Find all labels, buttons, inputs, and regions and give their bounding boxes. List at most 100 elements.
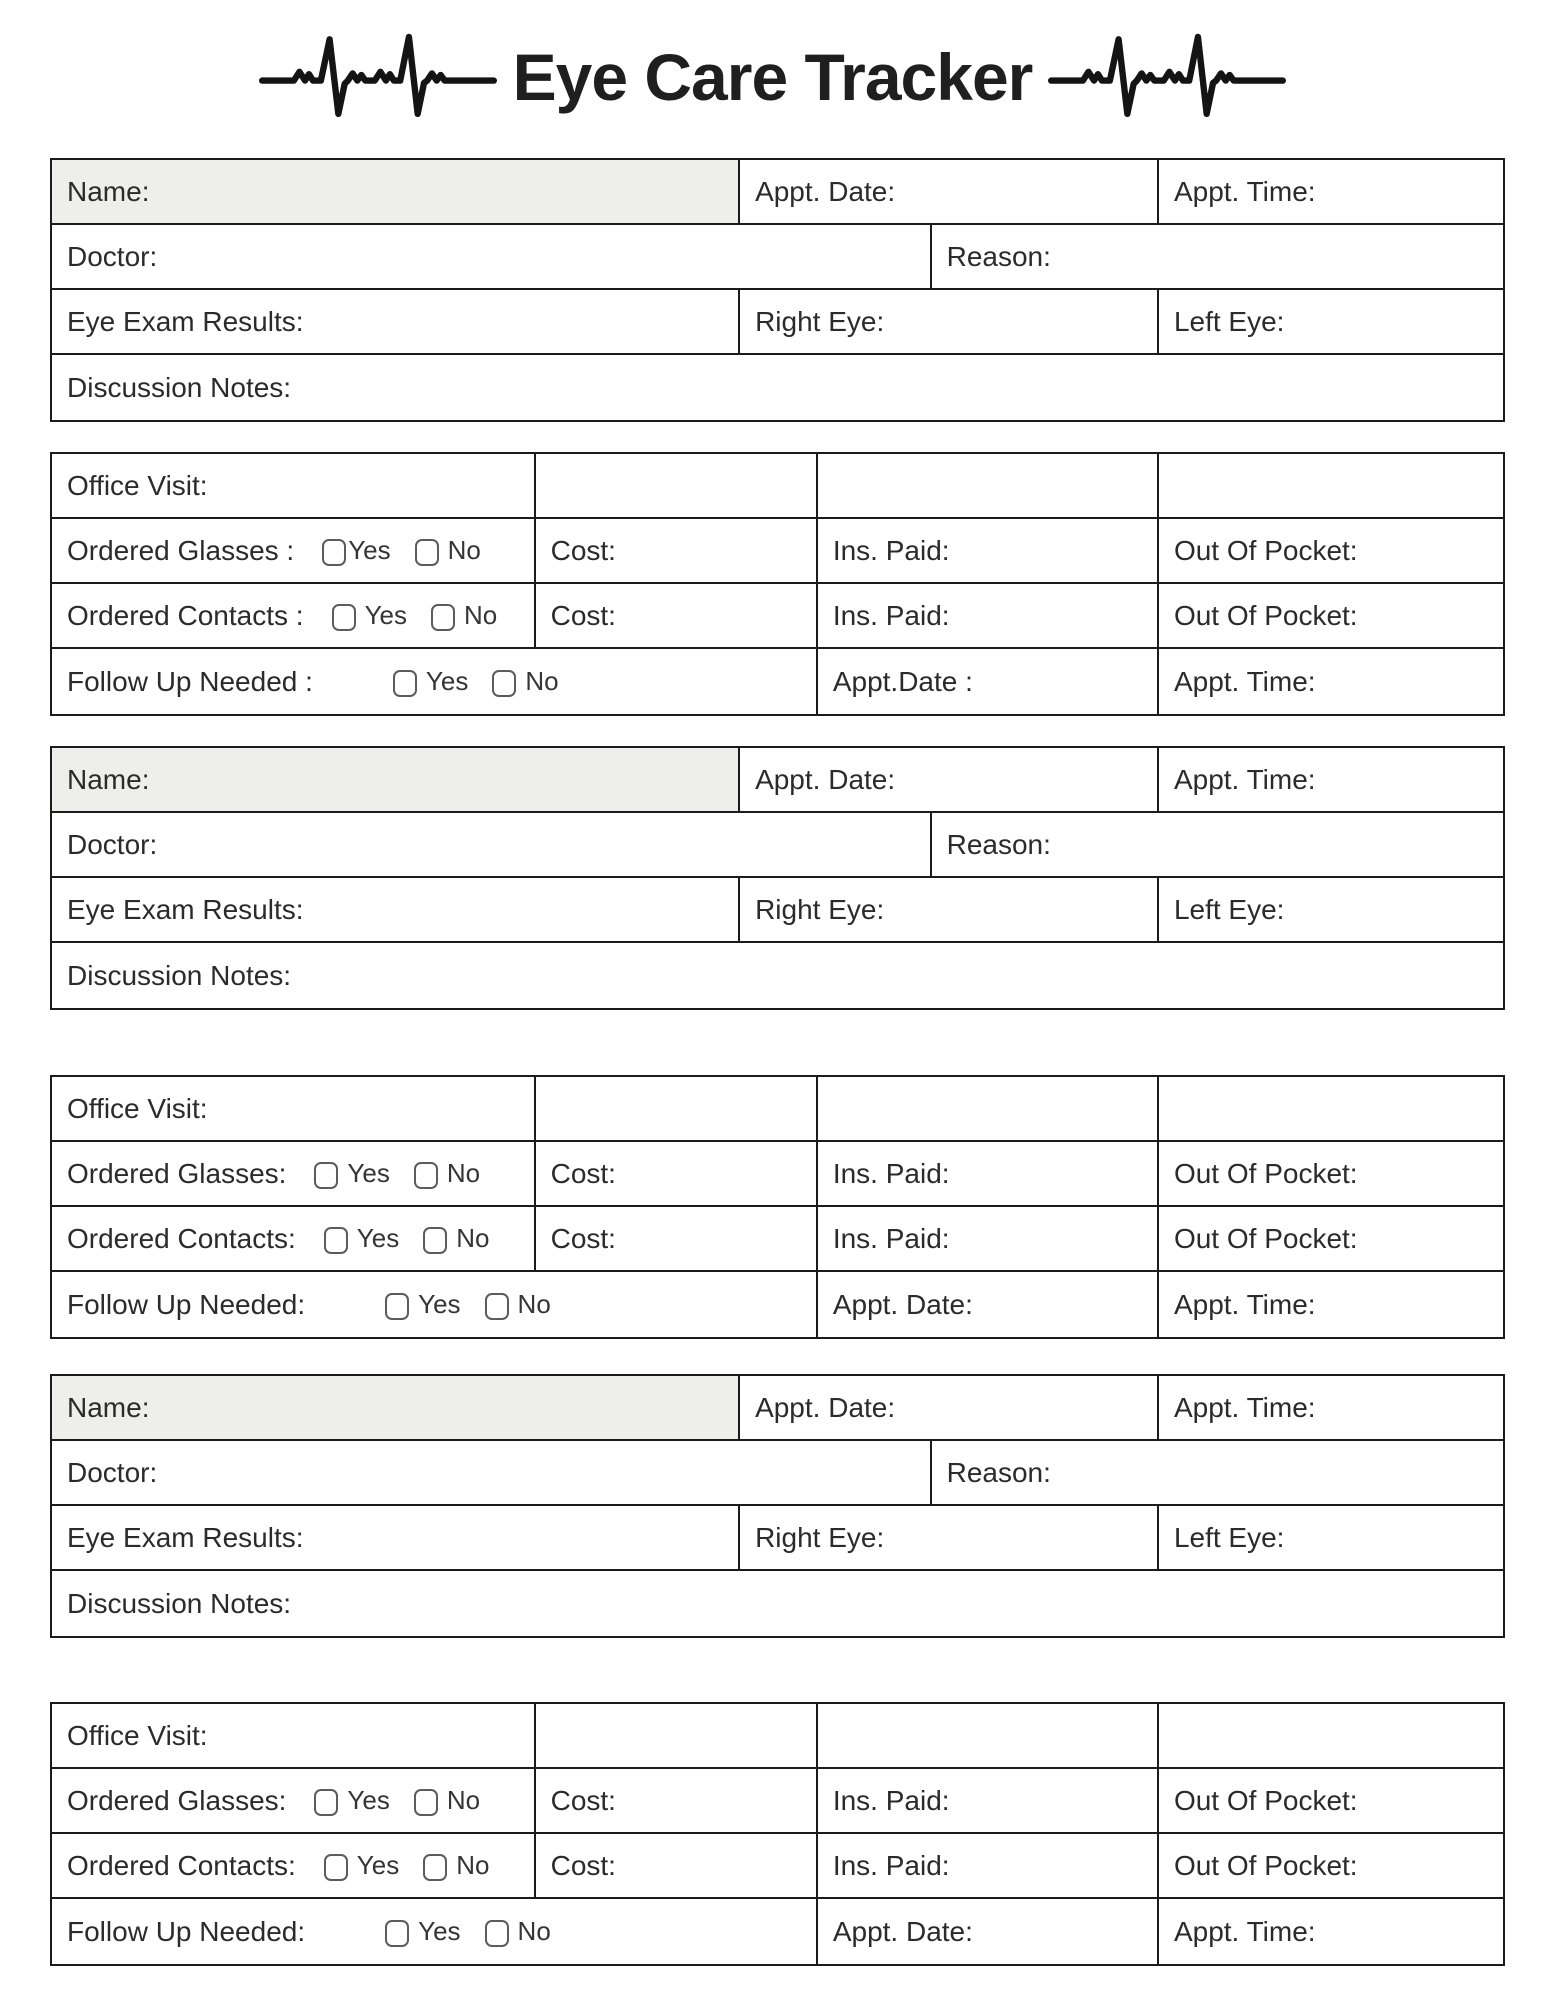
discussion-notes-cell: Discussion Notes:: [52, 1571, 1503, 1636]
ins-paid-label: Ins. Paid:: [832, 599, 950, 631]
contacts-no-checkbox[interactable]: [430, 603, 455, 631]
left-eye-cell: Left Eye:: [1159, 1506, 1503, 1569]
glasses-no-checkbox[interactable]: [413, 1161, 438, 1189]
ordered-glasses-label: Ordered Glasses:: [67, 1157, 287, 1189]
eye-exam-results-cell: Eye Exam Results:: [52, 878, 741, 941]
office-visit-blank-cell: [1159, 1077, 1503, 1140]
contacts-cost-cell: Cost:: [536, 584, 818, 647]
reason-label: Reason:: [946, 1456, 1051, 1488]
follow-up-appt-time-cell: Appt. Time:: [1159, 649, 1503, 714]
ordered-contacts-label: Ordered Contacts:: [67, 1222, 296, 1254]
patient-row-doctor: Doctor: Reason:: [52, 225, 1503, 290]
ordered-glasses-label: Ordered Glasses :: [67, 534, 295, 566]
doctor-label: Doctor:: [67, 828, 158, 860]
contacts-out-of-pocket-cell: Out Of Pocket:: [1159, 1207, 1503, 1270]
appt-date-label: Appt. Date:: [755, 175, 896, 207]
office-visit-blank-cell: [1159, 1704, 1503, 1767]
cost-label: Cost:: [550, 1784, 616, 1816]
follow-up-appt-date-cell: Appt. Date:: [818, 1272, 1159, 1337]
contacts-out-of-pocket-cell: Out Of Pocket:: [1159, 1834, 1503, 1897]
glasses-cost-cell: Cost:: [536, 1769, 818, 1832]
name-cell: Name:: [52, 160, 741, 223]
discussion-notes-label: Discussion Notes:: [67, 1587, 292, 1619]
out-of-pocket-label: Out Of Pocket:: [1173, 1784, 1358, 1816]
ins-paid-label: Ins. Paid:: [832, 534, 950, 566]
discussion-notes-cell: Discussion Notes:: [52, 943, 1503, 1008]
follow-up-yes-checkbox[interactable]: [392, 669, 417, 697]
patient-info-table: Name: Appt. Date: Appt. Time: Doctor: Re…: [50, 1374, 1505, 1638]
cost-label: Cost:: [550, 1849, 616, 1881]
office-visit-table: Office Visit: Ordered Glasses : Yes No C…: [50, 452, 1505, 716]
contacts-yes-checkbox[interactable]: [331, 603, 356, 631]
out-of-pocket-label: Out Of Pocket:: [1173, 1222, 1358, 1254]
appt-time-label: Appt. Time:: [1173, 1391, 1316, 1423]
heartbeat-right-icon: [1048, 33, 1287, 118]
ins-paid-label: Ins. Paid:: [832, 1222, 950, 1254]
right-eye-cell: Right Eye:: [740, 1506, 1159, 1569]
follow-up-cell: Follow Up Needed: Yes No: [52, 1272, 818, 1337]
cost-label: Cost:: [550, 1222, 616, 1254]
glasses-checkbox-group: Yes No: [314, 1785, 480, 1816]
left-eye-cell: Left Eye:: [1159, 290, 1503, 353]
discussion-notes-label: Discussion Notes:: [67, 959, 292, 991]
follow-up-checkbox-group: Yes No: [385, 1916, 551, 1947]
patient-row-doctor: Doctor: Reason:: [52, 1441, 1503, 1506]
glasses-no-label: No: [446, 1785, 481, 1815]
ins-paid-label: Ins. Paid:: [832, 1157, 950, 1189]
contacts-no-checkbox[interactable]: [423, 1853, 448, 1881]
follow-up-no-checkbox[interactable]: [484, 1292, 509, 1320]
appt-time-cell: Appt. Time:: [1159, 160, 1503, 223]
right-eye-label: Right Eye:: [755, 1521, 885, 1553]
ins-paid-label: Ins. Paid:: [832, 1849, 950, 1881]
follow-up-cell: Follow Up Needed : Yes No: [52, 649, 818, 714]
left-eye-label: Left Eye:: [1173, 305, 1285, 337]
follow-up-yes-checkbox[interactable]: [385, 1919, 410, 1947]
contacts-no-checkbox[interactable]: [423, 1226, 448, 1254]
follow-up-no-label: No: [517, 1289, 551, 1319]
ordered-contacts-label: Ordered Contacts:: [67, 1849, 296, 1881]
glasses-cost-cell: Cost:: [536, 1142, 818, 1205]
follow-up-no-label: No: [525, 666, 559, 696]
contacts-ins-paid-cell: Ins. Paid:: [818, 584, 1159, 647]
glasses-checkbox-group: Yes No: [322, 535, 481, 566]
contacts-checkbox-group: Yes No: [323, 1223, 489, 1254]
office-visit-label: Office Visit:: [67, 469, 208, 501]
name-label: Name:: [67, 175, 150, 207]
patient-row-notes: Discussion Notes:: [52, 355, 1503, 420]
glasses-yes-checkbox[interactable]: [314, 1788, 339, 1816]
patient-row-exam: Eye Exam Results: Right Eye: Left Eye:: [52, 878, 1503, 943]
appt-date-cell: Appt. Date:: [740, 1376, 1159, 1439]
appt-time-label: Appt. Time:: [1173, 763, 1316, 795]
contacts-checkbox-group: Yes No: [331, 600, 497, 631]
appt-time-label: Appt. Time:: [1173, 1288, 1316, 1320]
office-visit-blank-cell: [536, 454, 818, 517]
follow-up-yes-checkbox[interactable]: [385, 1292, 410, 1320]
ordered-glasses-row: Ordered Glasses: Yes No Cost: Ins. Paid:…: [52, 1142, 1503, 1207]
doctor-cell: Doctor:: [52, 1441, 932, 1504]
glasses-no-checkbox[interactable]: [413, 1788, 438, 1816]
appt-date-label: Appt. Date:: [832, 1915, 973, 1947]
eye-exam-results-label: Eye Exam Results:: [67, 305, 304, 337]
follow-up-yes-label: Yes: [425, 666, 469, 696]
follow-up-no-checkbox[interactable]: [484, 1919, 509, 1947]
contacts-no-label: No: [456, 1850, 490, 1880]
contacts-yes-checkbox[interactable]: [323, 1853, 348, 1881]
contacts-yes-label: Yes: [356, 1223, 400, 1253]
glasses-yes-label: Yes: [347, 1785, 390, 1815]
name-label: Name:: [67, 1391, 150, 1423]
patient-row-notes: Discussion Notes:: [52, 1571, 1503, 1636]
glasses-ins-paid-cell: Ins. Paid:: [818, 1769, 1159, 1832]
ordered-glasses-cell: Ordered Glasses : Yes No: [52, 519, 536, 582]
follow-up-checkbox-group: Yes No: [385, 1289, 551, 1320]
contacts-yes-checkbox[interactable]: [323, 1226, 348, 1254]
name-label: Name:: [67, 763, 150, 795]
follow-up-appt-date-cell: Appt.Date :: [818, 649, 1159, 714]
glasses-no-checkbox[interactable]: [414, 538, 439, 566]
appt-date-label: Appt.Date :: [832, 665, 973, 697]
glasses-yes-checkbox[interactable]: [322, 538, 347, 566]
glasses-yes-checkbox[interactable]: [314, 1161, 339, 1189]
office-visit-blank-cell: [818, 1077, 1159, 1140]
follow-up-no-checkbox[interactable]: [492, 669, 517, 697]
follow-up-appt-time-cell: Appt. Time:: [1159, 1272, 1503, 1337]
appt-date-cell: Appt. Date:: [740, 160, 1159, 223]
